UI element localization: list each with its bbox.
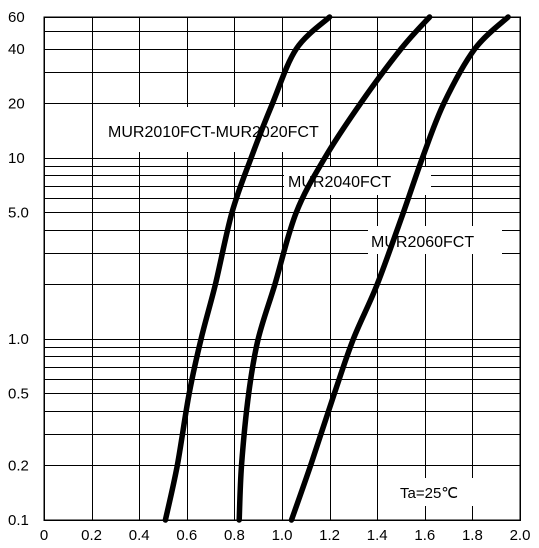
series-label-mur2010fct-mur2020fct: MUR2010FCT-MUR2020FCT — [108, 124, 319, 141]
series-line-2 — [288, 14, 511, 523]
y-tick-label: 0.5 — [8, 385, 29, 402]
x-tick-label: 0.8 — [224, 527, 245, 544]
series-line-0 — [162, 14, 333, 523]
x-tick-label: 2.0 — [510, 527, 531, 544]
curves — [162, 14, 511, 523]
temperature-annotation: Ta=25℃ — [400, 485, 458, 502]
y-tick-label: 0.2 — [8, 457, 29, 474]
y-tick-label: 5.0 — [8, 204, 29, 221]
plot-frame — [43, 16, 521, 521]
series-label-mur2060fct: MUR2060FCT — [371, 234, 474, 251]
x-tick-label: 0.4 — [129, 527, 150, 544]
series-line-1 — [236, 14, 433, 523]
tick-labels: 0 0.2 0.4 0.6 0.8 1.0 1.2 1.4 1.6 1.8 2.0 0.1 0.2 0.5… — [8, 9, 530, 544]
x-tick-label: 0.2 — [81, 527, 102, 544]
x-tick-label: 1.2 — [319, 527, 340, 544]
y-tick-label: 20 — [8, 95, 25, 112]
x-tick-label: 1.6 — [414, 527, 435, 544]
x-tick-label: 1.8 — [462, 527, 483, 544]
annotation-backdrop — [385, 478, 488, 506]
y-tick-label: 1.0 — [8, 331, 29, 348]
series-label-mur2040fct: MUR2040FCT — [288, 174, 391, 191]
x-tick-label: 0 — [40, 527, 48, 544]
y-tick-label: 60 — [8, 9, 25, 26]
x-tick-label: 1.0 — [272, 527, 293, 544]
y-tick-label: 40 — [8, 41, 25, 58]
x-tick-label: 0.6 — [176, 527, 197, 544]
x-tick-label: 1.4 — [367, 527, 388, 544]
y-tick-label: 0.1 — [8, 512, 29, 529]
series-label-backdrop-1 — [97, 107, 284, 152]
y-tick-label: 10 — [8, 150, 25, 167]
